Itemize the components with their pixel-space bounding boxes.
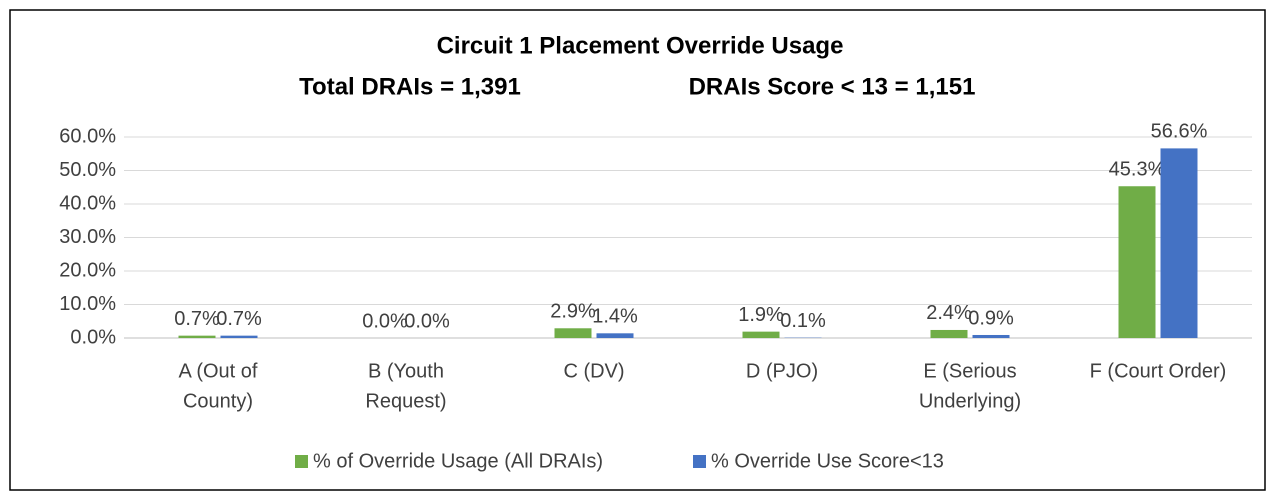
data-label: 0.9% — [968, 307, 1014, 329]
bar — [930, 329, 968, 338]
data-label: 56.6% — [1151, 121, 1208, 143]
data-label: 0.7% — [216, 308, 262, 330]
data-label: 45.3% — [1109, 159, 1166, 181]
data-label: 0.0% — [404, 310, 450, 332]
x-tick-label: F (Court Order) — [1090, 360, 1227, 382]
data-label: 2.9% — [550, 301, 596, 323]
chart-subtitle: Total DRAIs = 1,391 — [299, 73, 521, 100]
x-tick-label: D (PJO) — [746, 360, 818, 382]
x-tick-label: B (Youth — [368, 360, 444, 382]
bar — [178, 335, 216, 338]
y-tick-label: 0.0% — [70, 326, 116, 348]
x-tick-label: C (DV) — [563, 360, 624, 382]
legend-swatch — [693, 455, 706, 468]
legend-label: % of Override Usage (All DRAIs) — [313, 450, 603, 472]
y-tick-label: 30.0% — [59, 226, 116, 248]
x-tick-label: County) — [183, 390, 253, 412]
chart-title: Circuit 1 Placement Override Usage — [437, 32, 844, 59]
data-label: 0.1% — [780, 310, 826, 332]
data-label: 0.7% — [174, 308, 220, 330]
chart-subtitle: DRAIs Score < 13 = 1,151 — [689, 73, 976, 100]
data-label: 1.4% — [592, 306, 638, 328]
bar — [220, 335, 258, 338]
bar — [972, 334, 1010, 338]
legend-label: % Override Use Score<13 — [711, 450, 944, 472]
data-label: 1.9% — [738, 304, 784, 326]
bar — [1118, 186, 1156, 338]
y-tick-label: 60.0% — [59, 125, 116, 147]
bar — [1160, 148, 1198, 338]
x-tick-label: A (Out of — [179, 360, 258, 382]
legend-swatch — [295, 455, 308, 468]
x-tick-label: E (Serious — [923, 360, 1016, 382]
bar — [596, 333, 634, 338]
data-label: 0.0% — [362, 310, 408, 332]
x-tick-label: Underlying) — [919, 390, 1021, 412]
y-tick-label: 20.0% — [59, 259, 116, 281]
bar — [554, 328, 592, 338]
y-tick-label: 50.0% — [59, 159, 116, 181]
chart-border — [9, 9, 1266, 491]
x-tick-label: Request) — [365, 390, 446, 412]
data-label: 2.4% — [926, 302, 972, 324]
y-tick-label: 10.0% — [59, 293, 116, 315]
y-tick-label: 40.0% — [59, 192, 116, 214]
bar — [742, 331, 780, 338]
